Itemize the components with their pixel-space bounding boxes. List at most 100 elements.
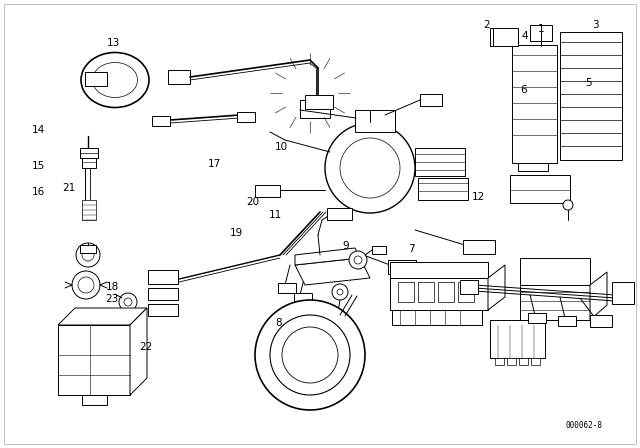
Circle shape (340, 138, 400, 198)
Bar (388, 260, 416, 274)
Bar (355, 110, 395, 132)
Bar (85, 72, 107, 86)
Bar (327, 208, 352, 220)
Bar (438, 282, 454, 302)
Bar (80, 245, 96, 253)
Bar (512, 45, 557, 163)
Text: 23: 23 (106, 294, 118, 304)
Bar (510, 175, 570, 203)
Bar (82, 200, 96, 220)
Text: 000062-8: 000062-8 (565, 421, 602, 430)
Polygon shape (520, 258, 590, 285)
Polygon shape (58, 308, 147, 325)
Circle shape (563, 200, 573, 210)
Bar (558, 316, 576, 326)
Text: 22: 22 (140, 342, 152, 352)
Circle shape (270, 315, 350, 395)
Text: 14: 14 (32, 125, 45, 135)
Bar (148, 288, 178, 300)
Bar (82, 395, 107, 405)
Circle shape (76, 243, 100, 267)
Circle shape (72, 271, 100, 299)
Text: 16: 16 (32, 187, 45, 197)
Bar (148, 270, 178, 284)
Text: 2: 2 (483, 20, 490, 30)
Circle shape (325, 123, 415, 213)
Bar (531, 358, 540, 365)
Bar (80, 148, 98, 158)
Polygon shape (590, 272, 607, 320)
Text: 12: 12 (472, 192, 485, 202)
Bar (490, 28, 518, 46)
Bar (305, 95, 333, 109)
Bar (463, 240, 495, 254)
Text: 6: 6 (520, 85, 527, 95)
Bar (528, 313, 546, 323)
Bar (460, 280, 478, 294)
Circle shape (119, 293, 137, 311)
Bar (392, 310, 482, 325)
Bar (278, 283, 296, 293)
Text: 3: 3 (592, 20, 598, 30)
Circle shape (82, 249, 94, 261)
Text: 1: 1 (538, 24, 544, 34)
Bar (519, 358, 528, 365)
Polygon shape (58, 325, 130, 395)
Bar (418, 178, 468, 200)
Bar (415, 148, 465, 176)
Bar (168, 70, 190, 84)
Text: 17: 17 (208, 159, 221, 168)
Polygon shape (295, 258, 370, 285)
Circle shape (124, 298, 132, 306)
Circle shape (354, 256, 362, 264)
Bar (495, 358, 504, 365)
Text: 9: 9 (342, 241, 349, 250)
Text: 21: 21 (63, 183, 76, 193)
Text: 13: 13 (108, 38, 120, 47)
Circle shape (349, 251, 367, 269)
Text: 18: 18 (106, 282, 118, 292)
Text: 15: 15 (32, 161, 45, 171)
Bar (262, 346, 272, 354)
Bar (300, 100, 330, 118)
Circle shape (255, 300, 365, 410)
Circle shape (337, 289, 343, 295)
Bar (418, 282, 434, 302)
Text: 10: 10 (275, 142, 288, 152)
Bar (152, 116, 170, 126)
Circle shape (282, 327, 338, 383)
Polygon shape (488, 265, 505, 310)
Bar (590, 315, 612, 327)
Bar (255, 185, 280, 197)
Circle shape (78, 277, 94, 293)
Bar (490, 320, 545, 358)
Bar (507, 358, 516, 365)
Text: 8: 8 (275, 319, 282, 328)
Bar (294, 293, 312, 303)
Bar (237, 112, 255, 122)
Bar (82, 158, 96, 168)
Bar (398, 282, 414, 302)
Polygon shape (390, 278, 488, 310)
Bar (530, 25, 552, 41)
Bar (420, 94, 442, 106)
Polygon shape (295, 248, 360, 265)
Polygon shape (265, 322, 316, 340)
Bar (560, 32, 622, 160)
Bar (612, 282, 634, 304)
Text: 4: 4 (522, 31, 528, 41)
Polygon shape (390, 262, 488, 278)
Bar (372, 246, 386, 254)
Bar (148, 304, 178, 316)
Polygon shape (520, 285, 590, 320)
Circle shape (333, 311, 343, 321)
Polygon shape (130, 308, 147, 395)
Circle shape (332, 284, 348, 300)
Text: 5: 5 (586, 78, 592, 88)
Text: 20: 20 (246, 198, 259, 207)
Text: 19: 19 (230, 228, 243, 238)
Text: 11: 11 (269, 210, 282, 220)
Bar (458, 282, 474, 302)
Bar (518, 163, 548, 171)
Text: 7: 7 (408, 244, 415, 254)
